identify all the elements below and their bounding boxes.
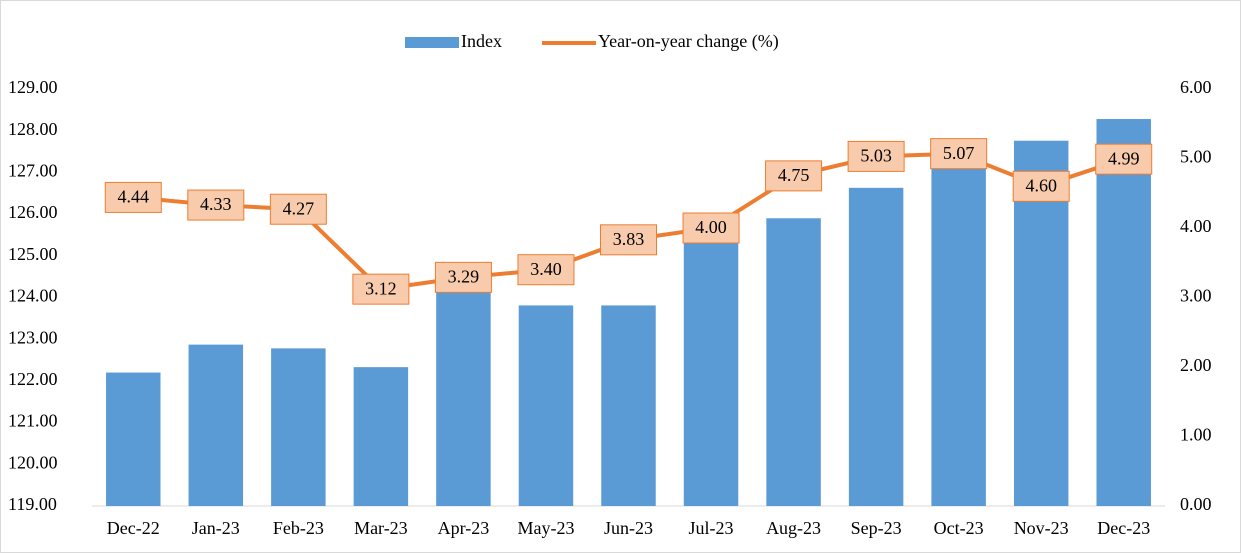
data-label-box: [269, 193, 327, 225]
bar: [683, 243, 739, 507]
data-label-box: [1095, 143, 1153, 175]
x-tick-label: Jul-23: [689, 518, 734, 538]
legend-label: Year-on-year change (%): [598, 31, 779, 52]
bar: [271, 348, 326, 506]
legend-swatch: [405, 37, 459, 48]
bar: [931, 159, 986, 506]
data-label-box: [434, 261, 492, 293]
y2-tick-label: 4.00: [1180, 216, 1212, 236]
data-label: 4.99: [1108, 148, 1140, 168]
data-label: 3.40: [530, 259, 562, 279]
y-tick-label: 124.00: [8, 286, 58, 306]
data-label-box: [1012, 170, 1070, 202]
data-label-box: [847, 140, 905, 172]
x-tick-label: Oct-23: [934, 518, 984, 538]
y2-tick-label: 6.00: [1180, 77, 1212, 97]
data-label-box: [352, 273, 410, 305]
bar: [106, 372, 161, 506]
bar: [766, 218, 821, 506]
y-tick-label: 127.00: [8, 161, 58, 181]
x-tick-label: Jun-23: [604, 518, 653, 538]
y-tick-label: 121.00: [8, 411, 58, 431]
x-tick-label: Apr-23: [438, 518, 490, 538]
data-label-box: [104, 181, 162, 213]
bar: [518, 305, 574, 506]
data-label: 3.12: [365, 278, 397, 298]
data-label: 4.44: [118, 187, 150, 207]
y-tick-label: 129.00: [8, 77, 58, 97]
data-label: 5.07: [943, 143, 975, 163]
data-label-box: [930, 138, 988, 170]
y-tick-label: 122.00: [8, 369, 58, 389]
x-tick-label: Sep-23: [851, 518, 902, 538]
y-tick-label: 120.00: [8, 452, 58, 472]
y2-tick-label: 3.00: [1180, 286, 1212, 306]
y-tick-label: 125.00: [8, 244, 58, 264]
bar: [188, 344, 244, 506]
y-tick-label: 128.00: [8, 119, 58, 139]
data-label: 4.60: [1025, 175, 1057, 195]
data-label: 3.83: [613, 229, 645, 249]
bar: [353, 367, 409, 506]
data-label: 3.29: [448, 266, 480, 286]
x-tick-label: Nov-23: [1014, 518, 1069, 538]
y-tick-label: 126.00: [8, 202, 58, 222]
y2-tick-label: 5.00: [1180, 147, 1212, 167]
x-tick-label: Aug-23: [766, 518, 821, 538]
y2-tick-label: 0.00: [1180, 494, 1212, 514]
x-tick-label: Dec-22: [107, 518, 160, 538]
data-label: 4.33: [200, 194, 232, 214]
x-tick-label: Dec-23: [1097, 518, 1150, 538]
bar: [1096, 119, 1151, 507]
x-tick-label: May-23: [517, 518, 574, 538]
bar: [436, 289, 491, 506]
bar: [848, 187, 904, 507]
x-tick-label: Jan-23: [192, 518, 240, 538]
y2-tick-label: 1.00: [1180, 425, 1212, 445]
data-label: 5.03: [860, 146, 892, 166]
data-label-box: [517, 254, 575, 286]
legend-label: Index: [461, 31, 502, 51]
y-tick-label: 123.00: [8, 327, 58, 347]
x-tick-label: Mar-23: [354, 518, 408, 538]
data-label-box: [187, 189, 245, 221]
data-label-box: [765, 160, 823, 192]
x-tick-label: Feb-23: [273, 518, 324, 538]
y2-tick-label: 2.00: [1180, 355, 1212, 375]
y-tick-label: 119.00: [8, 494, 57, 514]
data-label: 4.75: [778, 165, 810, 185]
data-label-box: [682, 212, 740, 244]
data-label: 4.27: [283, 198, 315, 218]
data-label: 4.00: [695, 217, 727, 237]
bar: [601, 305, 656, 506]
data-label-box: [600, 224, 657, 256]
